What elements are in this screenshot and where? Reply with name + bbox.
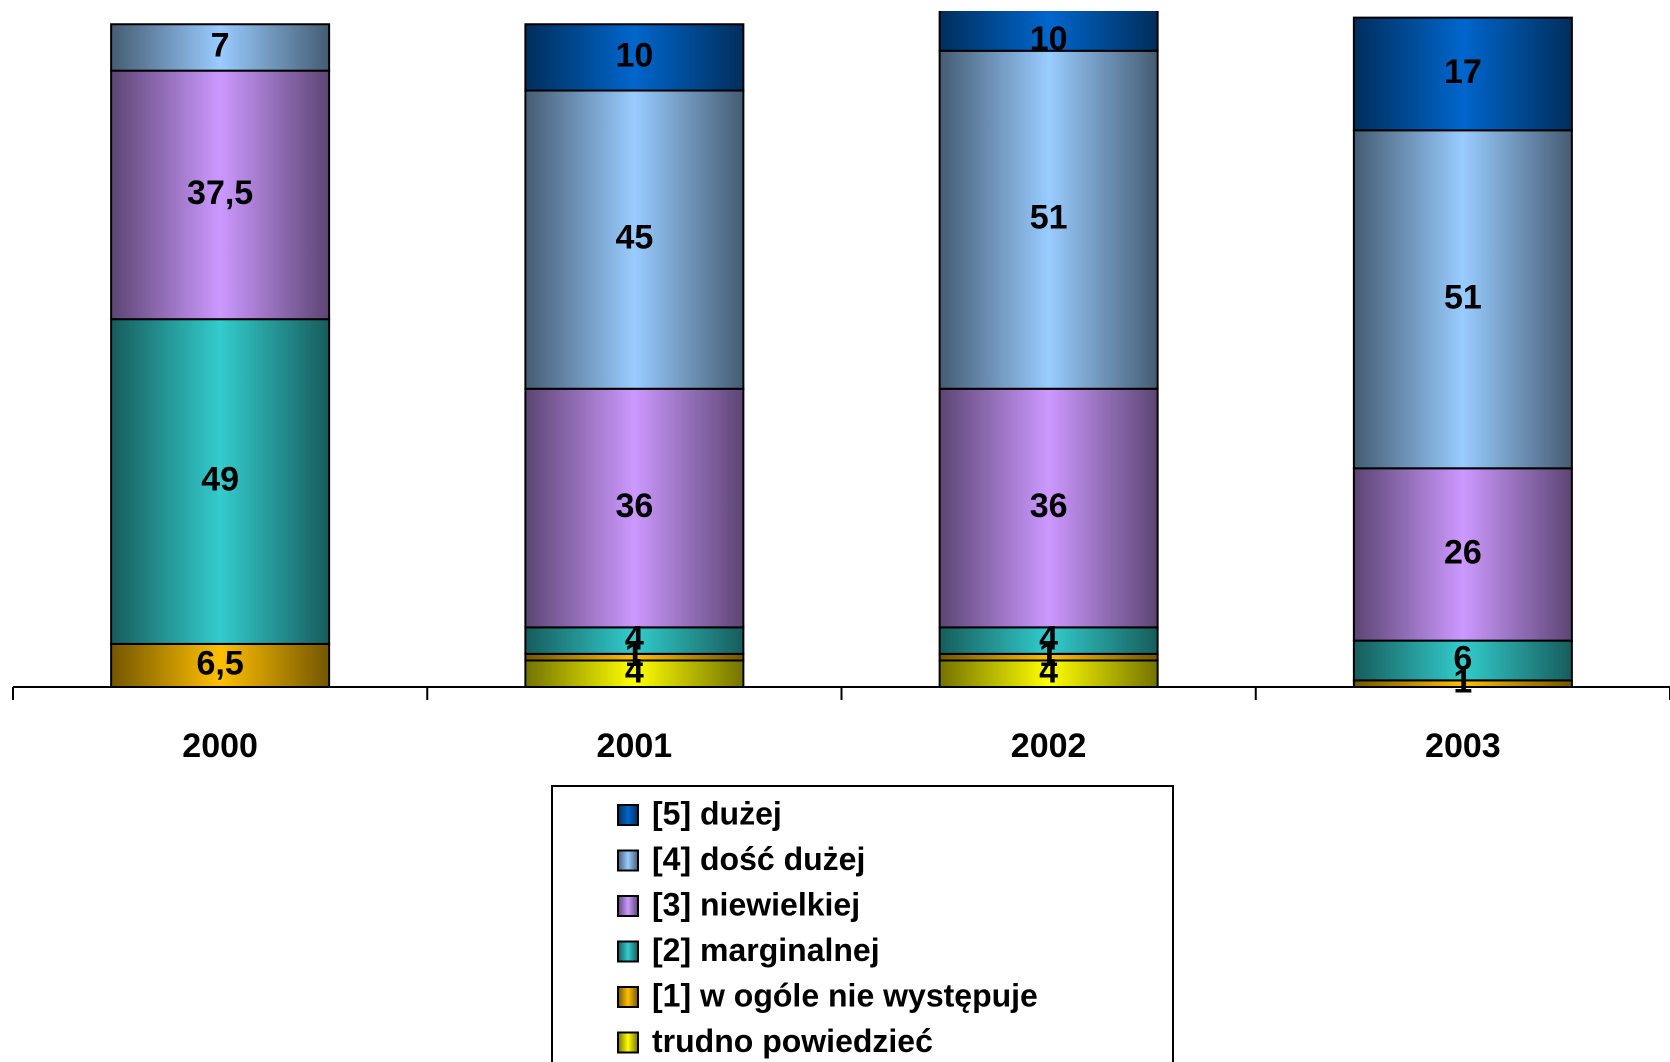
- bar-segment: [938, 11, 1159, 52]
- x-tick-label: 2003: [1425, 727, 1501, 765]
- bar-segment: [1352, 16, 1573, 132]
- x-tick-label: 2001: [597, 727, 673, 765]
- bar-segment: [938, 49, 1159, 390]
- legend-swatch: [617, 1031, 639, 1054]
- plot-area: [110, 11, 1573, 689]
- x-tick-label: 2000: [182, 727, 258, 765]
- data-label: 6: [1453, 639, 1472, 677]
- bar-segment: [1352, 467, 1573, 642]
- x-tick-label: 2002: [1011, 727, 1087, 765]
- legend-label: [3] niewielkiej: [652, 886, 860, 922]
- bar-segment: [1352, 639, 1573, 682]
- data-label: 4: [625, 620, 644, 658]
- legend-label: [5] dużej: [652, 795, 782, 831]
- legend-swatch: [617, 804, 639, 826]
- data-label: 4: [1039, 653, 1058, 691]
- bar-segment: [110, 642, 331, 688]
- legend-swatch: [617, 849, 639, 872]
- legend-swatch: [617, 940, 639, 963]
- data-label: 4: [625, 653, 644, 691]
- bar-segment: [524, 23, 745, 92]
- data-label: 51: [1444, 278, 1482, 316]
- data-label: 36: [1030, 487, 1068, 525]
- data-label: 1: [1453, 663, 1472, 701]
- data-label: 49: [201, 461, 239, 499]
- data-label: 10: [615, 36, 653, 74]
- legend-label: [1] w ogóle nie występuje: [652, 977, 1038, 1013]
- legend-swatch: [617, 895, 639, 917]
- bar-segment: [1352, 129, 1573, 470]
- data-label: 51: [1030, 199, 1068, 237]
- bar-segment: [524, 626, 745, 655]
- bar-segment: [938, 387, 1159, 629]
- data-label: 1: [1039, 636, 1058, 674]
- data-label: 4: [1039, 620, 1058, 658]
- legend-label: [4] dość dużej: [652, 841, 865, 877]
- bar-segment: [524, 89, 745, 390]
- bar-segment: [110, 23, 331, 72]
- data-label: 26: [1444, 533, 1482, 571]
- bar-segment: [524, 387, 745, 629]
- data-label: 17: [1444, 53, 1482, 91]
- data-label: 10: [1030, 20, 1068, 58]
- data-label: 37,5: [187, 174, 253, 212]
- legend-label: trudno powiedzieć: [652, 1023, 933, 1059]
- data-label: 45: [615, 219, 653, 257]
- data-label: 6,5: [196, 644, 243, 682]
- bar-segment: [110, 318, 331, 645]
- legend-box: [551, 785, 1174, 1062]
- data-label: 7: [211, 26, 230, 64]
- legend-swatch: [617, 986, 639, 1008]
- legend-label: [2] marginalnej: [652, 932, 880, 968]
- data-label: 36: [615, 487, 653, 525]
- data-label: 1: [625, 636, 644, 674]
